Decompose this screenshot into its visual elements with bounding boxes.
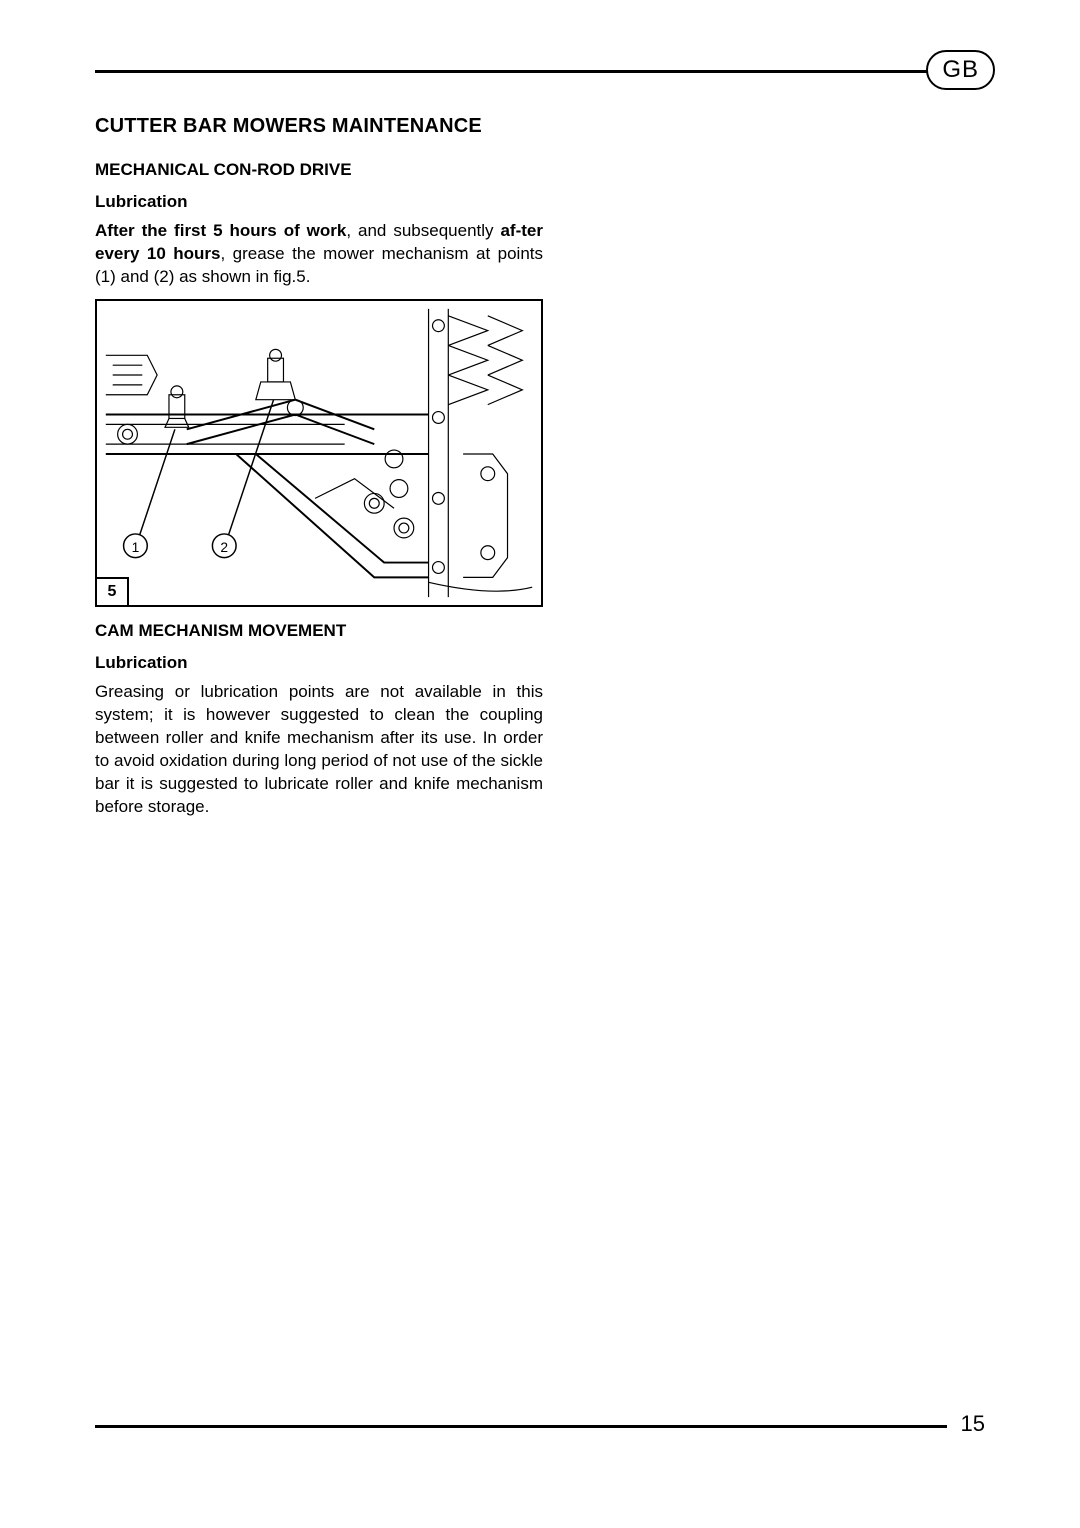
section1-paragraph: After the first 5 hours of work, and sub… [95,220,543,289]
figure-5: 1 2 5 [95,299,543,607]
lower-support-icon [236,450,428,577]
cutter-teeth-icon [429,309,523,597]
callout-1-label: 1 [132,539,140,555]
bottom-horizontal-rule: 15 [95,1425,990,1428]
grease-point-2-icon [256,349,295,399]
section2-subheading: Lubrication [95,653,543,673]
section2-paragraph: Greasing or lubrication points are not a… [95,681,543,819]
mechanism-diagram: 1 2 [97,301,541,605]
section1-subheading: Lubrication [95,192,543,212]
callout-leader-2 [228,400,273,536]
page-number: 15 [947,1409,993,1439]
left-pivot-icon [106,355,157,444]
content-column: CUTTER BAR MOWERS MAINTENANCE MECHANICAL… [95,115,543,818]
country-badge: GB [926,50,995,90]
section1-heading: MECHANICAL CON-ROD DRIVE [95,160,543,180]
bold-text: After the first 5 hours of work [95,221,346,240]
top-horizontal-rule: GB [95,70,990,73]
figure-number-label: 5 [97,577,129,605]
page-container: GB CUTTER BAR MOWERS MAINTENANCE MECHANI… [95,70,990,1468]
body-text-span: , and subsequently [346,221,500,240]
callout-leader-1 [139,429,175,536]
con-rod-arm-icon [187,400,375,444]
grease-point-1-icon [165,386,189,427]
callout-2-label: 2 [220,539,228,555]
main-heading: CUTTER BAR MOWERS MAINTENANCE [95,115,543,138]
section2-heading: CAM MECHANISM MOVEMENT [95,621,543,641]
